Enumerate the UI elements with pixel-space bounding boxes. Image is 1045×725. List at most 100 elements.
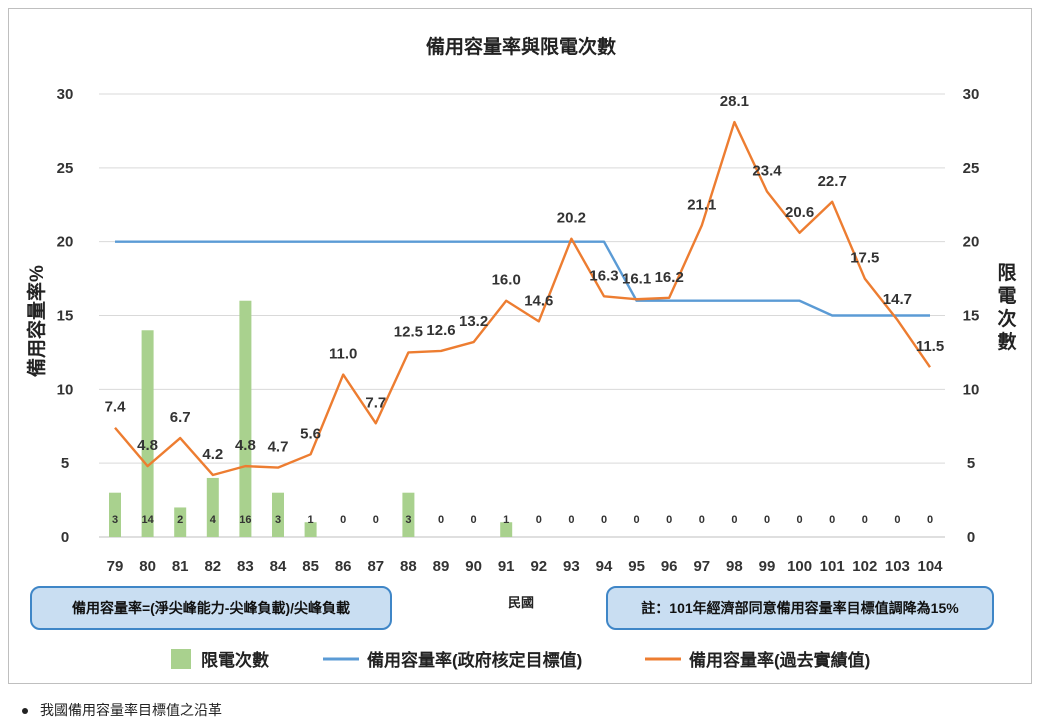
x-tick-label: 85 xyxy=(302,558,319,575)
line-value-label: 7.4 xyxy=(105,399,127,416)
x-tick-label: 100 xyxy=(787,558,812,575)
y-left-tick-label: 30 xyxy=(57,86,74,103)
bar-value-label: 0 xyxy=(568,514,574,526)
bar xyxy=(174,507,187,537)
bar-value-label: 0 xyxy=(634,514,640,526)
line-value-label: 22.7 xyxy=(818,173,847,190)
bar xyxy=(272,492,284,537)
bar xyxy=(304,522,317,537)
line-value-label: 23.4 xyxy=(752,162,782,179)
bar-value-label: 0 xyxy=(797,514,803,526)
line-value-label: 21.1 xyxy=(687,196,716,213)
line-value-label: 14.7 xyxy=(883,291,912,308)
legend-label-target: 備用容量率(政府核定目標值) xyxy=(367,650,582,670)
legend-label-actual: 備用容量率(過去實績值) xyxy=(689,650,870,670)
y-right-tick-label: 30 xyxy=(963,86,980,103)
actual-line xyxy=(114,120,931,477)
bar-value-label: 3 xyxy=(275,514,281,526)
caption: 我國備用容量率目標值之沿革 xyxy=(22,700,222,720)
line-value-label: 16.2 xyxy=(655,269,684,286)
y-left-tick-label: 10 xyxy=(57,381,74,398)
line-value-label: 16.0 xyxy=(492,272,521,289)
x-tick-label: 96 xyxy=(661,558,678,575)
bar-value-label: 14 xyxy=(141,514,154,526)
x-tick-label: 104 xyxy=(917,558,943,575)
line-value-label: 4.8 xyxy=(137,437,158,454)
bar-value-label: 0 xyxy=(764,514,770,526)
y-left-tick-label: 0 xyxy=(61,529,69,546)
bar-value-label: 0 xyxy=(471,514,477,526)
x-tick-label: 97 xyxy=(693,558,710,575)
bar xyxy=(141,330,154,537)
y-left-tick-label: 15 xyxy=(57,308,74,325)
target-line xyxy=(115,240,930,317)
bar-value-label: 0 xyxy=(731,514,737,526)
y-right-tick-label: 0 xyxy=(967,529,975,546)
line-value-label: 7.7 xyxy=(365,394,386,411)
line-value-label: 4.7 xyxy=(268,439,289,456)
x-tick-label: 101 xyxy=(820,558,845,575)
legend-item-actual: 備用容量率(過去實績值) xyxy=(645,650,870,670)
bar-value-label: 0 xyxy=(666,514,672,526)
bar-value-label: 0 xyxy=(699,514,705,526)
x-tick-label: 103 xyxy=(885,558,910,575)
bar-value-label: 0 xyxy=(829,514,835,526)
x-tick-label: 98 xyxy=(726,558,743,575)
y-right-tick-label: 15 xyxy=(963,308,980,325)
x-tick-label: 84 xyxy=(270,558,287,575)
x-tick-label: 79 xyxy=(107,558,124,575)
legend-label-bars: 限電次數 xyxy=(201,650,269,670)
formula-note-box: 備用容量率=(淨尖峰能力-尖峰負載)/尖峰負載 xyxy=(30,586,392,630)
y-axis-right-label: 限電次數 xyxy=(997,262,1016,353)
line-value-label: 11.0 xyxy=(329,346,357,363)
x-tick-label: 80 xyxy=(139,558,156,575)
bar xyxy=(402,492,415,537)
bar-value-label: 0 xyxy=(373,514,379,526)
legend: 限電次數 備用容量率(政府核定目標值) 備用容量率(過去實績值) xyxy=(171,649,870,670)
line-value-label: 5.6 xyxy=(300,425,321,442)
x-axis-label: 民國 xyxy=(508,595,534,610)
bullet-icon xyxy=(22,708,28,715)
y-right-tick-label: 10 xyxy=(963,381,980,398)
line-value-label: 16.1 xyxy=(622,270,651,287)
bar-value-label: 1 xyxy=(308,514,314,526)
x-tick-label: 82 xyxy=(204,558,221,575)
line-value-label: 14.6 xyxy=(524,292,553,309)
line-value-label: 4.8 xyxy=(235,437,256,454)
y-left-tick-label: 20 xyxy=(57,234,74,251)
bar-series xyxy=(109,300,513,537)
y-axis-right-label-char: 電 xyxy=(997,285,1016,307)
line-value-label: 12.6 xyxy=(426,322,455,339)
target-note-text: 註：101年經濟部同意備用容量率目標值調降為15% xyxy=(641,600,959,616)
line-value-label: 20.2 xyxy=(557,210,586,227)
y-axis-left-label: 備用容量率% xyxy=(25,265,48,377)
x-tick-label: 92 xyxy=(530,558,547,575)
caption-text: 我國備用容量率目標值之沿革 xyxy=(40,702,222,718)
legend-swatch-bars xyxy=(171,649,191,669)
bar-value-label: 0 xyxy=(438,514,444,526)
formula-note-text: 備用容量率=(淨尖峰能力-尖峰負載)/尖峰負載 xyxy=(72,600,350,616)
legend-item-target: 備用容量率(政府核定目標值) xyxy=(323,650,582,670)
bar xyxy=(109,492,121,537)
x-tick-label: 99 xyxy=(759,558,776,575)
bar-value-label: 0 xyxy=(894,514,900,526)
x-tick-label: 89 xyxy=(433,558,450,575)
bar-value-label: 0 xyxy=(927,514,933,526)
line-value-label: 13.2 xyxy=(459,313,488,330)
chart-frame: 備用容量率與限電次數 3 14 2 4 16 3 1 0 0 3 0 0 1 0 0 0 0 0 0 0 0 0 0 0 0 0 7… xyxy=(8,8,1032,684)
y-axis-right-label-char: 限 xyxy=(997,262,1016,284)
x-tick-label: 90 xyxy=(465,558,482,575)
y-left-tick-label: 25 xyxy=(57,160,74,177)
line-value-label: 6.7 xyxy=(170,409,191,426)
bar-value-label: 1 xyxy=(503,514,509,526)
chart-title: 備用容量率與限電次數 xyxy=(426,35,616,58)
bar xyxy=(500,522,513,537)
bar-value-label: 4 xyxy=(210,514,217,526)
line-value-label: 20.6 xyxy=(785,204,814,221)
chart-svg: 備用容量率與限電次數 3 14 2 4 16 3 1 0 0 3 0 0 1 0 0 0 0 0 0 0 0 0 0 0 0 07… xyxy=(25,35,1017,670)
x-tick-label: 91 xyxy=(498,558,515,575)
line-value-label: 28.1 xyxy=(720,93,749,110)
line-series xyxy=(114,120,931,477)
y-axis-right-label-char: 數 xyxy=(997,331,1016,353)
x-tick-label: 95 xyxy=(628,558,645,575)
